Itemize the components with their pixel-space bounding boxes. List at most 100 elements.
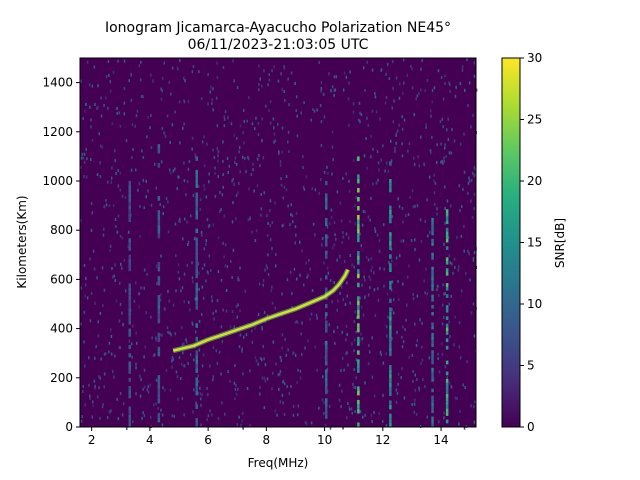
noise-cell <box>300 111 302 115</box>
noise-cell <box>448 151 451 155</box>
noise-cell <box>220 208 222 211</box>
noise-cell <box>211 299 213 303</box>
interference-line <box>431 221 434 225</box>
noise-cell <box>269 121 272 125</box>
noise-cell <box>116 111 118 115</box>
noise-cell <box>364 278 366 282</box>
noise-cell <box>90 202 93 205</box>
noise-cell <box>454 265 456 269</box>
noise-cell <box>192 410 194 414</box>
noise-cell <box>473 207 475 211</box>
noise-cell <box>463 249 465 253</box>
noise-cell <box>413 156 415 160</box>
noise-cell <box>250 173 253 176</box>
noise-cell <box>221 401 223 405</box>
interference-line <box>157 196 161 201</box>
noise-cell <box>361 283 363 287</box>
noise-cell <box>355 358 358 362</box>
noise-cell <box>102 403 104 406</box>
noise-cell <box>311 187 313 191</box>
noise-cell <box>331 145 334 149</box>
noise-cell <box>373 288 376 292</box>
noise-cell <box>216 75 219 79</box>
noise-cell <box>442 162 444 165</box>
noise-cell <box>272 117 275 121</box>
interference-line <box>431 224 434 229</box>
noise-cell <box>263 191 265 195</box>
noise-cell <box>442 97 445 101</box>
noise-cell <box>447 236 450 239</box>
interference-line <box>357 224 360 229</box>
noise-cell <box>282 401 284 405</box>
noise-cell <box>235 383 237 387</box>
noise-cell <box>465 424 468 428</box>
noise-cell <box>212 346 215 349</box>
noise-cell <box>211 295 213 299</box>
noise-cell <box>348 124 350 127</box>
noise-cell <box>349 301 351 305</box>
noise-cell <box>406 275 409 279</box>
noise-cell <box>444 74 446 78</box>
noise-cell <box>468 176 470 180</box>
noise-cell <box>392 311 395 315</box>
interference-line <box>128 238 131 243</box>
noise-cell <box>99 161 101 165</box>
noise-cell <box>198 348 201 352</box>
noise-cell <box>320 87 323 90</box>
noise-cell <box>315 313 318 317</box>
interference-line <box>357 314 360 319</box>
noise-cell <box>269 209 271 212</box>
noise-cell <box>161 423 164 427</box>
noise-cell <box>82 156 85 160</box>
interference-line <box>445 412 449 416</box>
interference-line <box>128 369 131 374</box>
noise-cell <box>301 353 303 356</box>
noise-cell <box>328 72 330 76</box>
interference-line <box>325 410 328 415</box>
noise-cell <box>81 415 83 418</box>
noise-cell <box>214 194 217 198</box>
noise-cell <box>80 286 83 290</box>
interference-line <box>445 227 449 232</box>
interference-line <box>128 258 131 263</box>
noise-cell <box>222 173 224 177</box>
noise-cell <box>387 62 389 66</box>
noise-cell <box>346 294 348 298</box>
noise-cell <box>433 86 436 90</box>
noise-cell <box>238 181 240 185</box>
noise-cell <box>349 220 351 224</box>
noise-cell <box>471 215 474 219</box>
noise-cell <box>243 120 245 124</box>
interference-line <box>431 339 434 344</box>
noise-cell <box>112 370 114 374</box>
interference-line <box>445 286 449 291</box>
noise-cell <box>121 311 123 315</box>
noise-cell <box>292 413 295 417</box>
interference-line <box>157 295 161 300</box>
interference-line <box>157 379 161 385</box>
interference-line <box>325 193 328 198</box>
noise-cell <box>133 299 136 303</box>
interference-line <box>389 351 392 357</box>
x-tick-label: 8 <box>263 433 271 447</box>
noise-cell <box>103 352 106 356</box>
noise-cell <box>94 384 96 388</box>
noise-cell <box>395 388 398 392</box>
noise-cell <box>382 144 384 148</box>
noise-cell <box>459 142 462 146</box>
noise-cell <box>433 173 435 177</box>
noise-cell <box>272 340 275 344</box>
noise-cell <box>80 419 83 423</box>
noise-cell <box>334 341 336 345</box>
noise-cell <box>383 267 385 271</box>
interference-line <box>445 213 449 217</box>
noise-cell <box>138 305 141 309</box>
noise-cell <box>319 104 322 107</box>
noise-cell <box>119 303 122 306</box>
noise-cell <box>331 246 334 250</box>
noise-cell <box>202 353 205 357</box>
interference-line <box>357 273 360 279</box>
noise-cell <box>358 101 361 105</box>
interference-line <box>195 156 198 161</box>
noise-cell <box>261 358 263 362</box>
